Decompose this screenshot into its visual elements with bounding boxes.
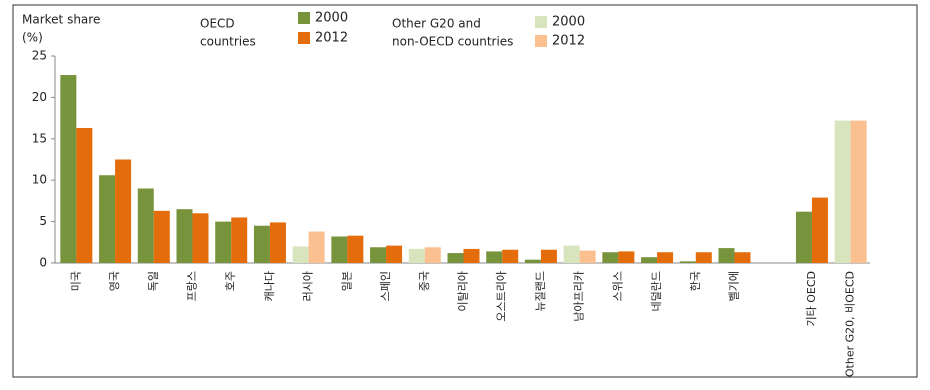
bar	[641, 257, 658, 263]
bar	[292, 246, 309, 263]
legend-title: countries	[200, 35, 256, 49]
x-tick-label: 한국	[689, 271, 702, 291]
bar	[60, 75, 77, 263]
y-axis-label: (%)	[22, 31, 43, 45]
x-tick-label: 러시아	[302, 271, 315, 301]
legend-label: 2012	[315, 31, 348, 46]
bar	[115, 159, 132, 263]
x-tick-label: 네덜란드	[650, 271, 663, 311]
y-tick-label: 15	[32, 131, 47, 145]
bar	[811, 197, 828, 263]
legend-title: OECD	[200, 17, 235, 31]
bar	[153, 210, 170, 263]
bar	[618, 251, 635, 263]
bar	[370, 247, 387, 263]
bar	[795, 211, 812, 263]
bar	[540, 249, 557, 263]
bar	[137, 188, 154, 263]
legend-swatch	[535, 16, 547, 28]
bar	[99, 175, 116, 263]
bar	[679, 261, 696, 263]
x-tick-label: 스페인	[379, 271, 392, 301]
x-tick-label: Other G20, 비OECD	[844, 271, 857, 377]
bar	[602, 252, 619, 263]
y-tick-label: 5	[39, 214, 47, 228]
legend-label: 2000	[552, 15, 585, 30]
y-tick-label: 10	[32, 173, 47, 187]
y-tick-label: 25	[32, 49, 47, 63]
bar	[386, 245, 403, 263]
x-tick-label: 남아프리카	[573, 271, 586, 322]
bar	[269, 222, 286, 263]
bar	[524, 259, 541, 263]
y-axis-label: Market share	[22, 13, 100, 27]
x-tick-label: 중국	[418, 271, 431, 291]
x-tick-label: 영국	[108, 271, 121, 291]
bar	[424, 247, 441, 263]
bar	[408, 248, 425, 263]
legend-swatch	[298, 32, 310, 44]
bar	[347, 235, 364, 263]
bar	[308, 231, 325, 263]
legend-swatch	[298, 12, 310, 24]
x-tick-label: 스위스	[611, 271, 624, 301]
frame	[12, 4, 918, 378]
x-tick-label: 미국	[69, 271, 82, 291]
bar	[734, 252, 751, 263]
x-tick-label: 독일	[146, 271, 160, 291]
x-tick-label: 호주	[224, 271, 237, 291]
bar	[447, 253, 464, 263]
bar	[718, 248, 735, 263]
bar	[192, 213, 209, 263]
bar	[695, 252, 712, 263]
bar	[657, 252, 674, 263]
x-tick-label: 이탈리아	[457, 271, 470, 311]
legend-title: non-OECD countries	[392, 35, 513, 49]
bar	[463, 248, 480, 263]
x-tick-label: 기타 OECD	[805, 271, 818, 327]
x-tick-label: 캐나다	[263, 271, 276, 301]
legend-swatch	[535, 35, 547, 47]
x-tick-label: 프랑스	[186, 271, 199, 301]
bar	[834, 120, 851, 263]
bar	[76, 128, 93, 263]
y-tick-label: 0	[39, 256, 47, 270]
bar	[215, 221, 232, 263]
x-tick-label: 벨기에	[728, 271, 741, 301]
bar	[502, 249, 519, 263]
bar	[176, 209, 193, 263]
x-tick-label: 오스트리아	[495, 271, 508, 322]
bar	[231, 217, 248, 263]
y-tick-label: 20	[32, 90, 47, 104]
legend-title: Other G20 and	[392, 17, 481, 31]
bar	[579, 250, 596, 263]
bar	[486, 251, 503, 263]
bar	[253, 225, 270, 263]
bar	[331, 236, 348, 263]
bar	[850, 120, 867, 263]
legend-label: 2000	[315, 11, 348, 26]
bar	[563, 245, 580, 263]
legend-label: 2012	[552, 34, 585, 49]
x-tick-label: 일본	[339, 271, 353, 291]
x-tick-label: 뉴질랜드	[534, 271, 547, 311]
